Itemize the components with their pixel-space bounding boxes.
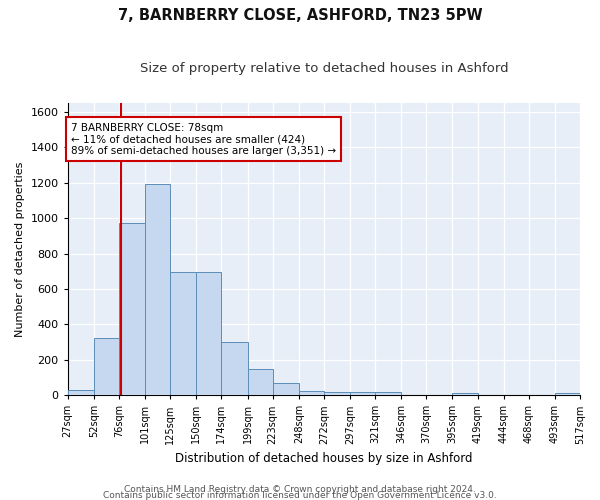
Text: 7, BARNBERRY CLOSE, ASHFORD, TN23 5PW: 7, BARNBERRY CLOSE, ASHFORD, TN23 5PW (118, 8, 482, 22)
Bar (248, 368, 272, 395)
Bar (94, 338, 119, 395)
Bar (299, 390, 324, 395)
Bar (350, 392, 375, 395)
Text: Contains HM Land Registry data © Crown copyright and database right 2024.: Contains HM Land Registry data © Crown c… (124, 484, 476, 494)
Text: Contains public sector information licensed under the Open Government Licence v3: Contains public sector information licen… (103, 490, 497, 500)
X-axis label: Distribution of detached houses by size in Ashford: Distribution of detached houses by size … (175, 452, 473, 465)
Title: Size of property relative to detached houses in Ashford: Size of property relative to detached ho… (140, 62, 508, 76)
Bar (452, 393, 478, 395)
Bar (145, 184, 170, 395)
Bar (375, 392, 401, 395)
Bar (221, 342, 248, 395)
Text: 7 BARNBERRY CLOSE: 78sqm
← 11% of detached houses are smaller (424)
89% of semi-: 7 BARNBERRY CLOSE: 78sqm ← 11% of detach… (71, 122, 336, 156)
Bar (170, 272, 196, 395)
Bar (68, 390, 94, 395)
Bar (324, 392, 350, 395)
Y-axis label: Number of detached properties: Number of detached properties (15, 162, 25, 337)
Bar (272, 382, 299, 395)
Bar (196, 272, 221, 395)
Bar (119, 224, 145, 395)
Bar (555, 393, 580, 395)
